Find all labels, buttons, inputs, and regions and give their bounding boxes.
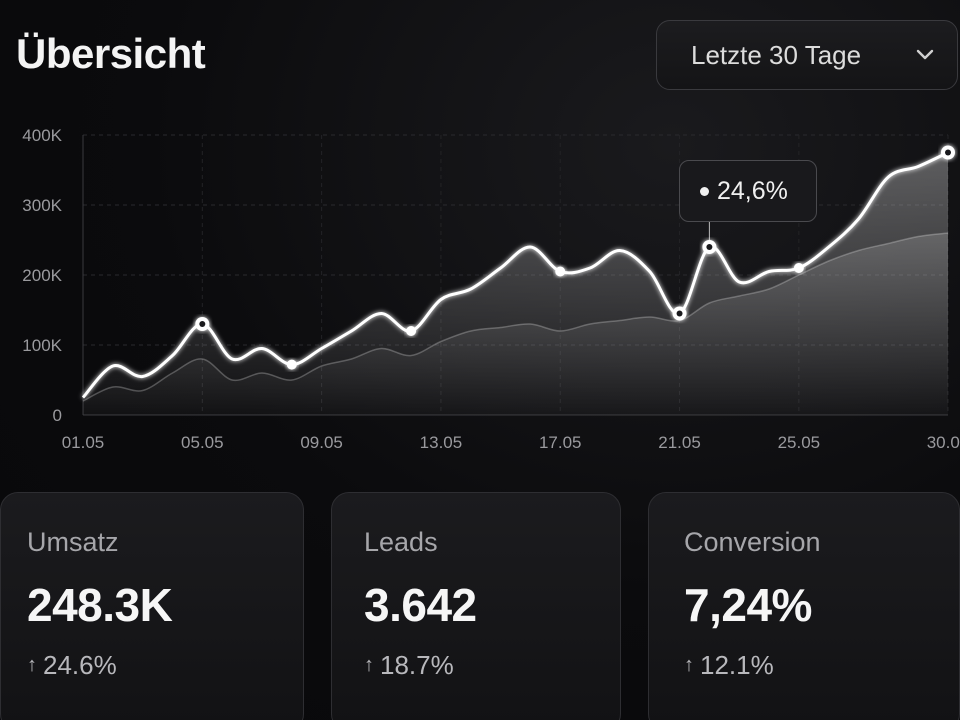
kpi-value: 7,24%: [684, 579, 812, 631]
y-tick-label: 300K: [22, 196, 62, 215]
data-point: [793, 263, 804, 273]
series-1-area: [83, 152, 948, 415]
revenue-chart: 0 100K 200K 300K 400K 01.05 05.05 09.05 13.05 17.…: [0, 110, 960, 470]
kpi-change: ↑ 12.1%: [684, 650, 959, 681]
date-range-label: Letzte 30 Tage: [691, 39, 862, 70]
kpi-value: 3.642: [364, 579, 477, 631]
chevron-down-icon: [915, 45, 935, 65]
arrow-up-icon: ↑: [27, 654, 37, 676]
kpi-card-leads[interactable]: Leads 3.642 ↑ 18.7%: [331, 492, 621, 720]
x-tick-label: 21.05: [658, 433, 701, 452]
kpi-label: Umsatz: [27, 527, 119, 557]
chart-svg: 0 100K 200K 300K 400K 01.05 05.05 09.05 13.05 17.…: [22, 126, 960, 452]
kpi-change-value: 24.6%: [43, 650, 117, 680]
x-tick-label: 25.05: [778, 433, 821, 452]
arrow-up-icon: ↑: [364, 654, 374, 676]
kpi-change-value: 18.7%: [380, 650, 454, 680]
kpi-card-umsatz[interactable]: Umsatz 248.3K ↑ 24.6%: [0, 492, 304, 720]
series-2-line: [82, 232, 949, 402]
tooltip-value: 24,6%: [717, 176, 788, 205]
y-tick-label: 200K: [22, 266, 62, 285]
kpi-value: 248.3K: [27, 579, 173, 631]
x-tick-label: 30.05: [927, 433, 960, 452]
data-point-center: [676, 310, 683, 317]
y-tick-label: 0: [53, 406, 62, 425]
tooltip-dot-icon: [700, 186, 709, 196]
x-tick-label: 17.05: [539, 433, 582, 452]
y-tick-label: 400K: [22, 126, 62, 145]
data-point: [286, 359, 297, 370]
page-title: Übersicht: [16, 30, 206, 77]
kpi-change: ↑ 18.7%: [364, 650, 620, 681]
data-point: [406, 326, 417, 336]
date-range-select[interactable]: Letzte 30 Tage: [656, 20, 958, 90]
kpi-label: Leads: [364, 527, 438, 557]
data-point-center: [706, 244, 713, 250]
data-point: [555, 266, 566, 277]
x-tick-label: 13.05: [420, 433, 463, 452]
kpi-card-conversion[interactable]: Conversion 7,24% ↑ 12.1%: [648, 492, 960, 720]
data-point-center: [945, 149, 951, 156]
x-tick-label: 01.05: [62, 433, 105, 452]
chart-tooltip: 24,6%: [679, 160, 817, 222]
y-tick-label: 100K: [22, 336, 62, 355]
kpi-change: ↑ 24.6%: [27, 650, 303, 681]
arrow-up-icon: ↑: [684, 654, 694, 676]
x-tick-label: 05.05: [181, 433, 224, 452]
kpi-change-value: 12.1%: [700, 650, 774, 680]
kpi-label: Conversion: [684, 527, 821, 557]
data-point-center: [199, 321, 206, 327]
x-tick-label: 09.05: [300, 433, 343, 452]
